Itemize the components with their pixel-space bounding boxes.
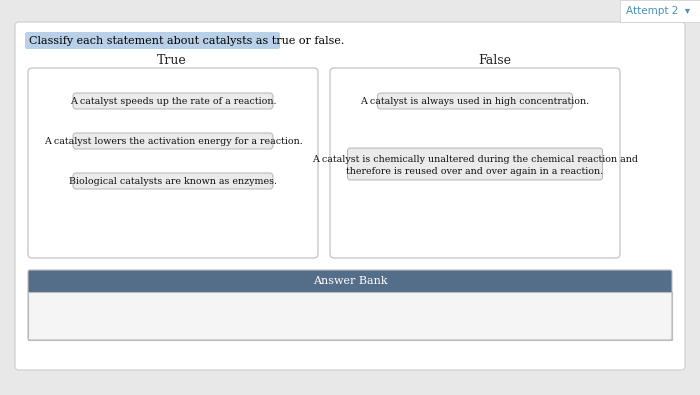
Text: A catalyst is chemically unaltered during the chemical reaction and: A catalyst is chemically unaltered durin…: [312, 154, 638, 164]
Text: Biological catalysts are known as enzymes.: Biological catalysts are known as enzyme…: [69, 177, 277, 186]
Bar: [620, 0, 700, 22]
FancyBboxPatch shape: [73, 173, 273, 189]
FancyBboxPatch shape: [377, 93, 573, 109]
FancyBboxPatch shape: [347, 148, 603, 180]
Text: Attempt 2  ▾: Attempt 2 ▾: [626, 6, 690, 16]
FancyBboxPatch shape: [15, 22, 685, 370]
FancyBboxPatch shape: [73, 133, 273, 149]
Text: A catalyst speeds up the rate of a reaction.: A catalyst speeds up the rate of a react…: [70, 96, 276, 105]
Text: Classify each statement about catalysts as true or false.: Classify each statement about catalysts …: [29, 36, 344, 45]
FancyBboxPatch shape: [73, 93, 273, 109]
Text: A catalyst lowers the activation energy for a reaction.: A catalyst lowers the activation energy …: [43, 137, 302, 145]
Text: False: False: [479, 53, 512, 66]
FancyBboxPatch shape: [330, 68, 620, 258]
Text: Answer Bank: Answer Bank: [313, 276, 387, 286]
Bar: [28, 270, 672, 292]
Bar: [28, 292, 672, 340]
FancyBboxPatch shape: [25, 32, 280, 49]
Text: True: True: [157, 53, 187, 66]
FancyBboxPatch shape: [28, 68, 318, 258]
Text: A catalyst is always used in high concentration.: A catalyst is always used in high concen…: [360, 96, 589, 105]
Text: therefore is reused over and over again in a reaction.: therefore is reused over and over again …: [346, 167, 603, 175]
